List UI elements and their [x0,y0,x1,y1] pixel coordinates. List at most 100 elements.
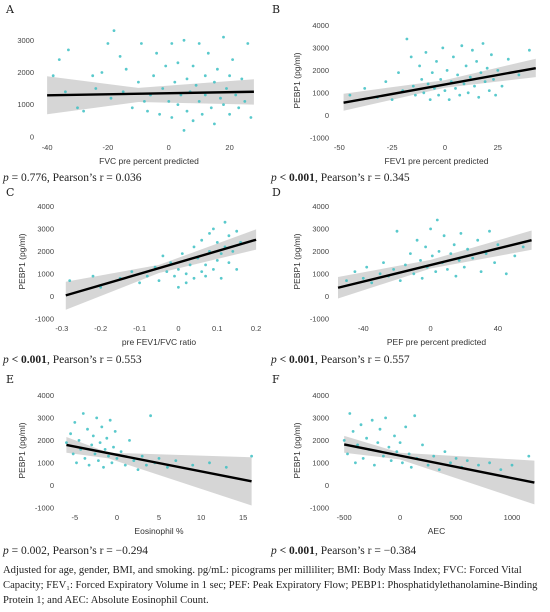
data-point [112,445,115,449]
data-point [496,243,500,247]
data-point [426,463,430,467]
data-point [165,270,169,273]
data-point [449,461,452,465]
data-point [432,454,436,458]
data-point [243,100,247,103]
data-point [161,87,165,90]
data-point [67,48,70,52]
data-point [145,274,149,278]
data-point [421,443,424,447]
data-point [398,441,402,444]
data-point [405,37,409,41]
data-point [106,42,110,45]
data-point [115,457,119,460]
x-tick-label: 0 [176,324,180,333]
data-point [351,430,355,433]
data-point [437,93,440,97]
x-tick-label: 500 [450,513,463,522]
data-point [209,106,213,110]
data-point [420,276,424,280]
data-point [471,256,475,260]
y-tick-label: 0 [30,132,34,141]
x-tick-label: 0.1 [212,324,222,333]
data-point [441,46,445,50]
data-point [504,272,508,276]
data-point [434,270,438,273]
data-point [345,279,348,282]
data-point [219,276,223,280]
x-tick-label: -50 [334,143,345,152]
x-tick-label: -0.3 [55,324,68,333]
data-point [69,432,72,436]
y-tick-label: 2000 [312,247,329,256]
data-point [487,89,491,92]
data-point [249,116,253,119]
data-point [419,259,422,262]
data-point [459,232,463,235]
data-point [449,252,453,255]
data-point [100,71,104,74]
data-point [231,250,235,253]
y-tick-label: 3000 [312,43,329,52]
data-point [454,274,458,278]
data-point [429,227,432,231]
data-point [411,84,415,88]
data-point [477,463,480,467]
x-tick-label: 0 [443,143,447,152]
plot-f: -500 0 500 1000 -1000 0 1000 2000 3000 4000 AEC PEB… [292,391,535,536]
data-point [87,463,91,467]
data-point [392,268,395,271]
data-point [500,84,504,88]
stat-c-p: p [3,354,9,366]
x-tick-label: -500 [337,513,352,522]
stat-c: p < 0.001, Pearson’s r = 0.553 [3,354,142,366]
x-tick-label: -0.1 [133,324,146,333]
stat-d-rest: , Pearson’s r = 0.557 [314,354,410,366]
x-tick-label: 10 [197,513,205,522]
data-point [528,48,531,52]
panel-letter-d: D [272,186,281,199]
data-point [167,100,171,103]
data-point [227,234,231,238]
data-point [246,42,250,45]
data-point [98,441,102,444]
stat-e: p = 0.002, Pearson’s r = −0.294 [3,545,148,557]
x-tick-label: 15 [239,513,247,522]
data-point [203,74,207,78]
data-point [353,270,357,273]
data-point [483,80,487,83]
data-point [91,434,95,438]
data-point [356,443,359,447]
data-point [395,450,399,453]
stat-e-p: p [3,545,9,557]
data-point [170,42,174,45]
stat-b-rest: , Pearson’s r = 0.345 [314,172,410,184]
data-point [77,439,81,442]
data-point [213,80,216,84]
data-point [197,42,201,45]
stat-f-p: p [271,545,277,557]
data-point [493,261,496,264]
data-point [208,461,211,465]
data-point [387,445,391,449]
x-axis-label: FEV1 pre percent predicted [385,156,489,166]
data-point [397,71,400,74]
x-tick-label: 20 [225,143,233,152]
data-point [370,418,374,422]
data-point [188,263,192,267]
data-point [152,74,156,78]
data-point [235,229,239,233]
data-point [204,263,208,267]
plot-b: -50 -25 0 25 -1000 0 1000 2000 3000 4000 FEV1 pre … [292,21,536,166]
data-point [170,116,174,119]
data-point [83,457,87,460]
data-point [437,250,441,253]
data-point [68,279,72,282]
data-point [119,450,123,453]
x-tick-label: 1000 [504,513,521,522]
y-tick-label: -1000 [35,314,54,323]
figure-caption: Adjusted for age, gender, BMI, and smoki… [3,565,538,606]
data-point [51,74,55,78]
data-point [395,229,399,233]
data-point [342,439,346,442]
